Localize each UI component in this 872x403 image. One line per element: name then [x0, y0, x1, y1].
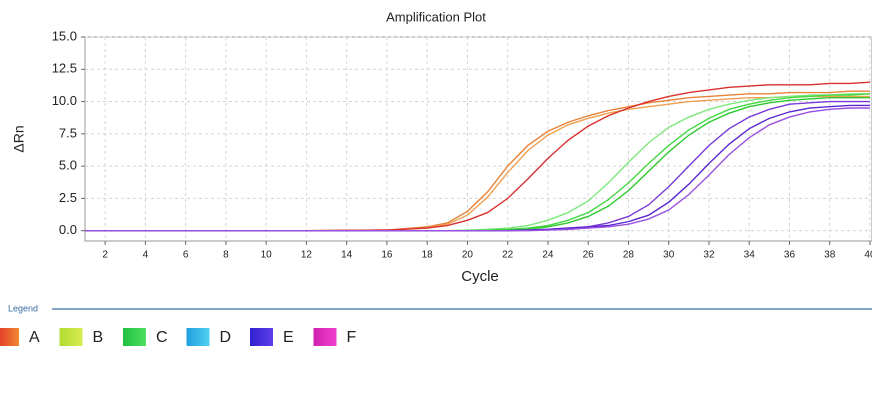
x-tick-label: 16: [381, 250, 393, 261]
x-tick-label: 18: [422, 250, 434, 261]
legend-swatch: [313, 328, 337, 346]
y-axis-label: ΔRn: [11, 125, 27, 152]
chart-title: Amplification Plot: [386, 9, 486, 24]
amplification-curve: [85, 90, 870, 232]
amplification-curve: [85, 81, 871, 232]
legend-swatch: [59, 328, 83, 346]
x-tick-label: 10: [261, 250, 273, 261]
legend-swatch: [0, 328, 19, 346]
legend-label: D: [220, 329, 232, 346]
x-tick-label: 38: [824, 250, 836, 261]
legend-swatch: [250, 328, 273, 346]
x-tick-label: 6: [183, 250, 189, 261]
legend-label: B: [93, 329, 104, 346]
amplification-curve: [85, 107, 870, 232]
x-tick-label: 14: [341, 250, 353, 261]
x-tick-label: 24: [542, 250, 554, 261]
x-tick-label: 2: [102, 250, 108, 261]
x-axis-label: Cycle: [461, 268, 499, 285]
legend-label: F: [347, 329, 357, 346]
y-tick-label: 10.0: [52, 93, 77, 108]
x-tick-label: 4: [143, 250, 149, 261]
y-tick-label: 15.0: [52, 28, 77, 43]
legend-swatch: [123, 328, 146, 346]
y-tick-label: 2.5: [59, 190, 77, 205]
x-tick-label: 32: [703, 250, 715, 261]
legend-label: A: [29, 329, 40, 346]
x-tick-label: 12: [301, 250, 313, 261]
x-tick-label: 34: [744, 250, 756, 261]
x-tick-label: 36: [784, 250, 796, 261]
y-tick-label: 12.5: [52, 61, 77, 76]
legend-label: E: [283, 329, 294, 346]
x-tick-label: 30: [663, 250, 675, 261]
x-tick-label: 8: [223, 250, 229, 261]
y-tick-label: 7.5: [59, 125, 77, 140]
x-tick-label: 26: [583, 250, 595, 261]
x-tick-label: 22: [502, 250, 514, 261]
x-tick-label: 20: [462, 250, 474, 261]
y-tick-label: 5.0: [59, 158, 77, 173]
legend-swatch: [186, 328, 210, 346]
y-tick-label: 0.0: [59, 222, 77, 237]
x-tick-label: 28: [623, 250, 635, 261]
legend-title: Legend: [8, 303, 38, 313]
x-tick-label: 40: [864, 250, 872, 261]
plot-area: [84, 36, 872, 242]
legend-label: C: [156, 329, 168, 346]
